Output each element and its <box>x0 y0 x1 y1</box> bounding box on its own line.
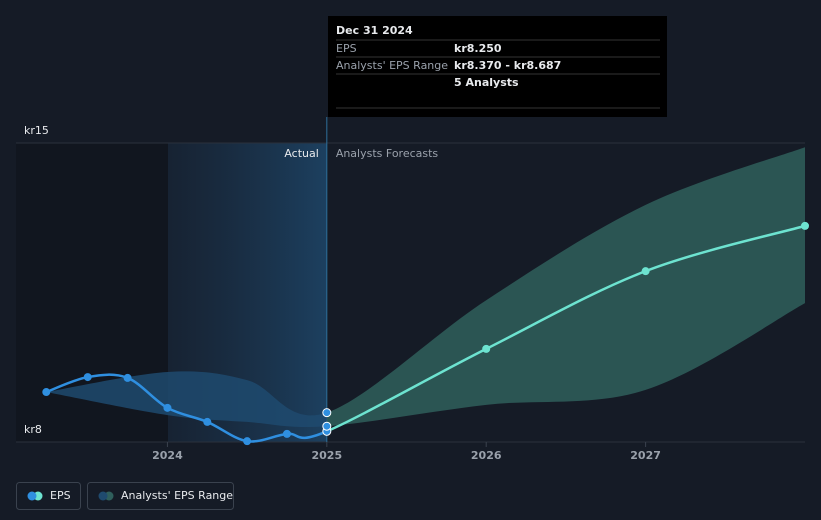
tooltip-label: Analysts' EPS Range <box>336 59 448 72</box>
eps-point <box>641 267 650 276</box>
eps-point <box>203 417 212 426</box>
tooltip-value: 5 Analysts <box>454 76 519 89</box>
legend-label: EPS <box>50 489 71 502</box>
eps-point <box>282 429 291 438</box>
eps-point <box>123 373 132 382</box>
tooltip-value: kr8.370 - kr8.687 <box>454 59 561 72</box>
x-tick-label: 2024 <box>152 449 183 462</box>
x-tick-label: 2027 <box>630 449 661 462</box>
tooltip-box <box>328 16 667 117</box>
eps-point <box>163 403 172 412</box>
legend-swatch <box>98 491 108 501</box>
x-tick-label: 2025 <box>312 449 343 462</box>
range-band <box>327 147 805 427</box>
divider-label: Analysts Forecasts <box>336 147 439 160</box>
range-point <box>322 421 332 431</box>
legend-item-box[interactable] <box>16 482 81 510</box>
legend: EPS Analysts' EPS Range <box>16 482 234 510</box>
tooltip-value: kr8.250 <box>454 42 502 55</box>
tooltip-label: EPS <box>336 42 357 55</box>
eps-point <box>83 373 92 382</box>
x-tick-label: 2026 <box>471 449 502 462</box>
legend-item-box[interactable] <box>87 482 234 510</box>
eps-point <box>42 388 51 397</box>
y-tick-label: kr15 <box>24 124 49 137</box>
tooltip-title: Dec 31 2024 <box>336 24 413 37</box>
range-point <box>322 408 332 418</box>
divider-label: Actual <box>284 147 318 160</box>
legend-swatch <box>27 491 37 501</box>
eps-point <box>482 344 491 353</box>
eps-point <box>243 437 252 446</box>
legend-label: Analysts' EPS Range <box>121 489 233 502</box>
tooltip: Dec 31 2024 EPS kr8.250 Analysts' EPS Range… <box>328 16 667 117</box>
range-band <box>46 371 327 428</box>
eps-point <box>801 221 809 230</box>
y-tick-label: kr8 <box>24 423 42 436</box>
